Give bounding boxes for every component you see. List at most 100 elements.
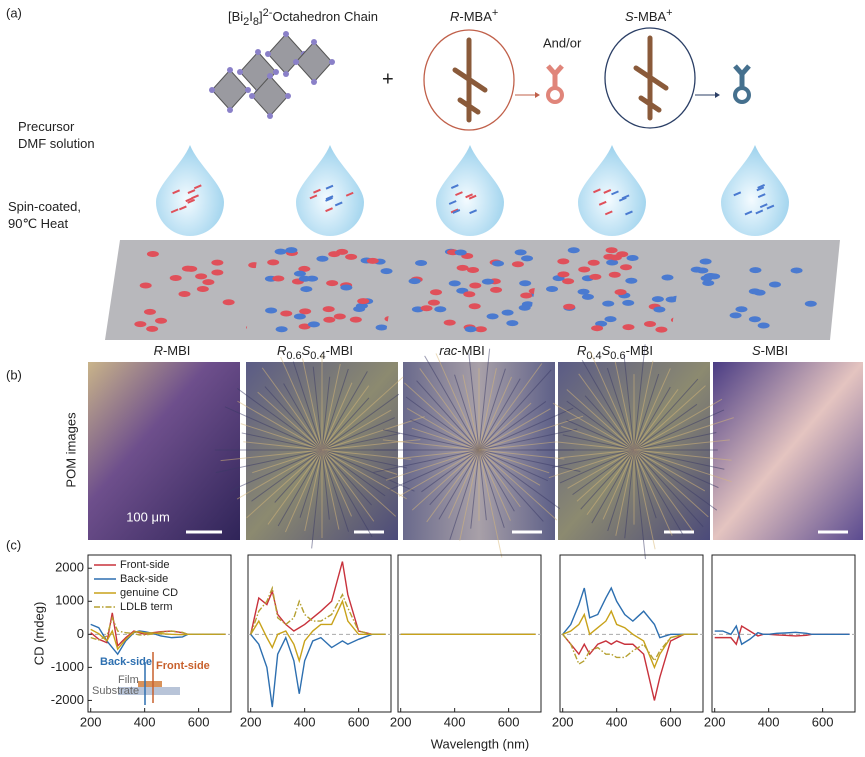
pom-texture [633, 398, 723, 451]
side-label: POM images [63, 412, 78, 488]
crystal [491, 260, 504, 267]
panel-label: (c) [6, 537, 21, 552]
iodine [311, 39, 317, 45]
solute [759, 203, 768, 209]
solute [455, 191, 463, 197]
solute [325, 196, 333, 202]
s-mba-circle [604, 27, 696, 129]
crystal [323, 316, 336, 323]
solute [178, 205, 187, 211]
pom-texture [478, 401, 547, 451]
pom-texture [633, 360, 654, 451]
x-tick-label: 400 [134, 714, 156, 729]
pom-texture [478, 449, 487, 521]
pom-texture [589, 350, 635, 451]
chain-label: [Bi2I8]2-Octahedron Chain [228, 7, 378, 28]
solute [325, 195, 334, 201]
crystal [222, 299, 235, 306]
pom-texture [321, 439, 421, 451]
sample-label: R-MBI [154, 343, 191, 358]
crystal [546, 285, 559, 292]
pom-texture [321, 432, 400, 451]
iodine [283, 31, 289, 37]
crystal [609, 254, 622, 261]
pom-texture [602, 449, 635, 520]
crystal [195, 273, 208, 280]
pom-texture [241, 432, 323, 451]
inset: Back-side Front-side Film Substrate [92, 652, 210, 705]
x-tick-label: 600 [812, 714, 834, 729]
crystal [211, 269, 224, 276]
crystal [443, 319, 456, 326]
pom-texture [321, 449, 353, 517]
pom-texture [633, 417, 734, 451]
pom-texture [478, 449, 505, 528]
crystal [606, 259, 619, 266]
pom-texture [321, 449, 372, 506]
crystal [328, 251, 341, 258]
pom-texture [478, 449, 561, 510]
crystal [589, 273, 602, 280]
solute [744, 210, 753, 216]
iodine [227, 67, 233, 73]
solute [604, 210, 613, 216]
film-rect [138, 681, 162, 687]
plot-frame [559, 554, 704, 713]
crystal [729, 312, 742, 319]
crystal [139, 282, 152, 289]
droplet [721, 145, 789, 236]
pom-texture [552, 449, 635, 468]
solute [465, 193, 473, 199]
series-line [562, 586, 698, 639]
x-tick-label: 600 [660, 714, 682, 729]
pom-texture [424, 355, 480, 451]
iodine [267, 113, 273, 119]
droplet [578, 145, 646, 236]
pom-texture [283, 383, 323, 451]
crystal [467, 267, 480, 274]
pom-texture [304, 449, 323, 532]
pom-texture [572, 449, 635, 496]
crystal [620, 264, 633, 271]
crystal [366, 257, 379, 264]
pom-texture [321, 449, 407, 469]
crystal [345, 253, 358, 260]
pom-texture [633, 449, 706, 492]
inset-label: Film [118, 674, 139, 686]
crystal [274, 248, 287, 255]
pom-texture [576, 449, 635, 502]
pom-texture [321, 368, 349, 451]
crystal [463, 291, 476, 298]
pom-texture [560, 449, 635, 459]
y-tick-label: 2000 [55, 560, 84, 575]
pom-texture [261, 367, 323, 451]
y-tick-label: 0 [77, 626, 84, 641]
pom-texture [462, 374, 480, 451]
solute [170, 208, 179, 214]
pom-texture [220, 449, 323, 462]
pom-texture [566, 389, 635, 451]
pom-texture [215, 449, 323, 474]
pom-texture [224, 406, 323, 451]
pom-texture [614, 361, 635, 451]
solute [185, 197, 194, 203]
inset-label: Front-side [156, 660, 210, 672]
pom-texture [321, 393, 400, 451]
solute [452, 209, 461, 214]
pom-texture [237, 388, 323, 451]
pom-texture [459, 449, 480, 541]
crystal [427, 299, 440, 306]
solute [325, 184, 334, 190]
pom-texture [470, 449, 480, 529]
pom-texture [567, 449, 635, 489]
crystal [333, 313, 346, 320]
crystal [134, 321, 147, 328]
iodine [329, 59, 335, 65]
solute [469, 209, 477, 215]
pom-texture [478, 378, 521, 451]
crystal [202, 279, 215, 286]
solute [611, 190, 619, 196]
crystal [474, 326, 487, 333]
pom-texture [251, 449, 323, 502]
pom-texture [633, 368, 671, 451]
